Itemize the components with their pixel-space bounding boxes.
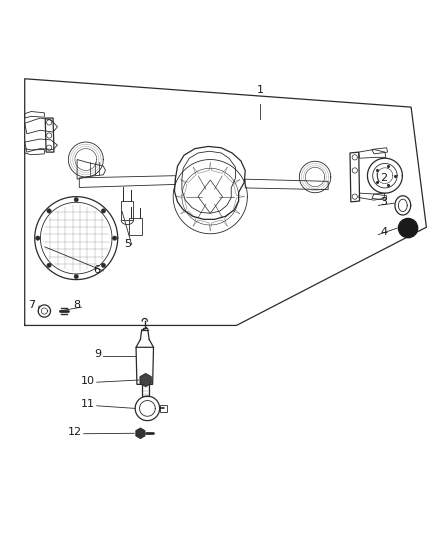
- Circle shape: [74, 198, 78, 202]
- Circle shape: [101, 209, 106, 213]
- Text: 12: 12: [67, 426, 81, 437]
- Text: 10: 10: [81, 376, 95, 385]
- Circle shape: [47, 263, 51, 268]
- Text: 4: 4: [381, 227, 388, 237]
- Circle shape: [47, 209, 51, 213]
- Circle shape: [101, 263, 106, 268]
- Circle shape: [399, 219, 418, 238]
- Circle shape: [74, 274, 78, 279]
- Circle shape: [35, 236, 40, 240]
- Text: 3: 3: [381, 197, 388, 207]
- Text: 8: 8: [74, 300, 81, 310]
- Text: 11: 11: [81, 399, 95, 409]
- Circle shape: [113, 236, 117, 240]
- Text: 6: 6: [93, 265, 100, 275]
- Text: 2: 2: [381, 173, 388, 183]
- Text: 1: 1: [257, 85, 264, 95]
- Text: 5: 5: [124, 239, 131, 249]
- Text: 7: 7: [28, 300, 35, 310]
- Text: 9: 9: [94, 349, 101, 359]
